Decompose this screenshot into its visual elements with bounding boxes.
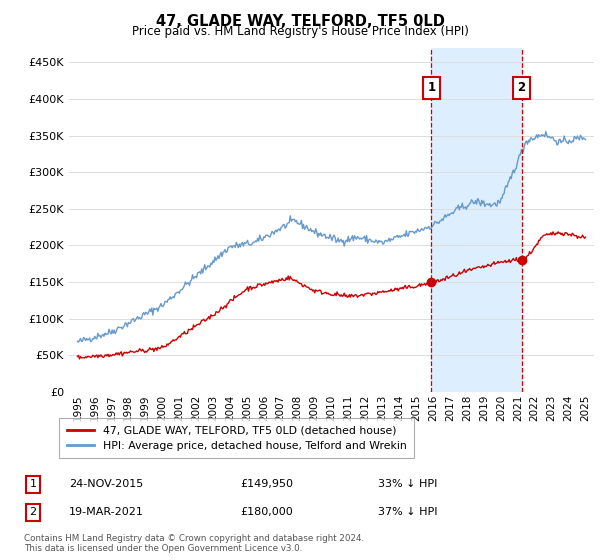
Bar xyxy=(431,48,521,392)
Text: 33% ↓ HPI: 33% ↓ HPI xyxy=(378,479,437,489)
Text: 2: 2 xyxy=(29,507,37,517)
Text: 47, GLADE WAY, TELFORD, TF5 0LD: 47, GLADE WAY, TELFORD, TF5 0LD xyxy=(155,14,445,29)
Text: 2: 2 xyxy=(517,81,526,95)
Legend: 47, GLADE WAY, TELFORD, TF5 0LD (detached house), HPI: Average price, detached h: 47, GLADE WAY, TELFORD, TF5 0LD (detache… xyxy=(59,418,414,459)
Text: 19-MAR-2021: 19-MAR-2021 xyxy=(69,507,144,517)
Text: Contains HM Land Registry data © Crown copyright and database right 2024.
This d: Contains HM Land Registry data © Crown c… xyxy=(24,534,364,553)
Text: £180,000: £180,000 xyxy=(240,507,293,517)
Text: 1: 1 xyxy=(427,81,436,95)
Text: 1: 1 xyxy=(29,479,37,489)
Text: Price paid vs. HM Land Registry's House Price Index (HPI): Price paid vs. HM Land Registry's House … xyxy=(131,25,469,38)
Text: 37% ↓ HPI: 37% ↓ HPI xyxy=(378,507,437,517)
Text: £149,950: £149,950 xyxy=(240,479,293,489)
Text: 24-NOV-2015: 24-NOV-2015 xyxy=(69,479,143,489)
